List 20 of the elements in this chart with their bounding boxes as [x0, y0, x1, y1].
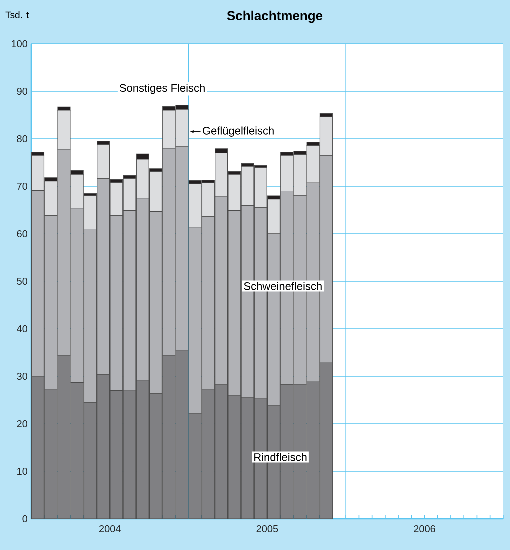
y-tick-label: 20: [17, 420, 28, 428]
y-tick-label: 50: [17, 278, 28, 286]
y-tick-label: 80: [17, 135, 28, 143]
y-tick-label: 10: [18, 468, 28, 476]
y-tick-label: 40: [17, 325, 28, 333]
text: 2005: [256, 525, 278, 533]
series-label: Rindfleisch: [254, 453, 307, 462]
series-label: Geflügelfleisch: [203, 126, 274, 137]
text: 2006: [414, 525, 436, 533]
y-tick-label: 90: [17, 88, 28, 96]
series-label: Sonstiges Fleisch: [120, 84, 205, 94]
text: 2004: [99, 525, 121, 533]
y-tick-label: 100: [12, 40, 28, 48]
y-tick-label: 70: [17, 182, 28, 190]
y-axis-title: Tsd. t: [6, 12, 30, 18]
y-tick-label: 30: [17, 372, 28, 380]
series-label: Schweinefleisch: [244, 282, 322, 290]
chart-title: Schlachtmenge: [227, 10, 323, 24]
y-tick-label: 60: [17, 230, 28, 238]
y-tick-label: 0: [22, 515, 28, 523]
